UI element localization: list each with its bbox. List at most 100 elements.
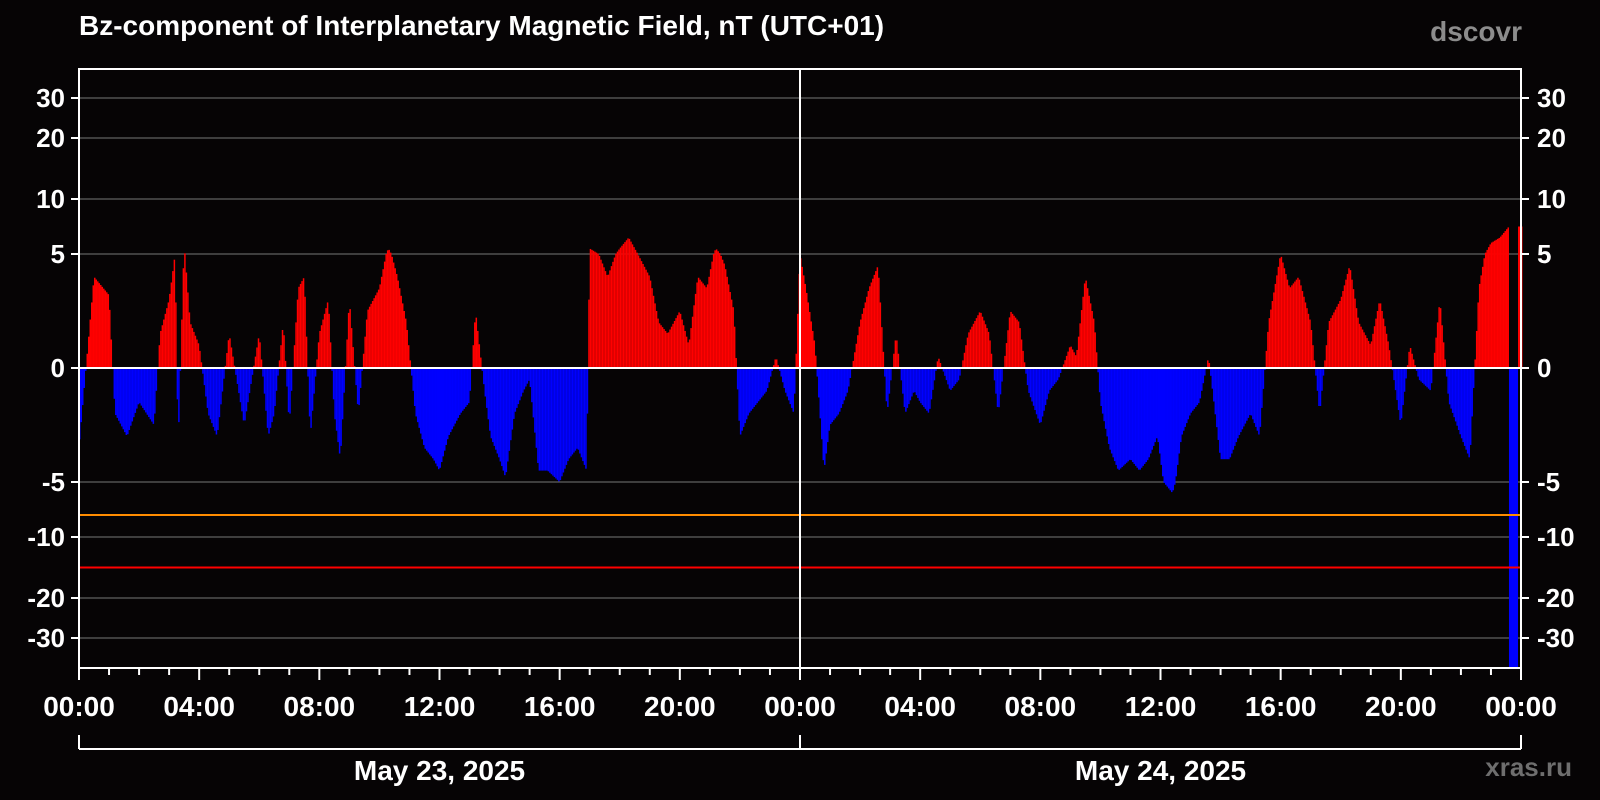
- bz-bar-negative: [1226, 368, 1229, 460]
- bz-bar-negative: [343, 368, 345, 393]
- bz-bar-positive: [1295, 279, 1298, 368]
- bz-bar-negative: [1508, 368, 1511, 668]
- bz-bar-positive: [1080, 310, 1083, 368]
- bz-bar-positive: [1309, 319, 1311, 368]
- bz-bar-positive: [1364, 335, 1367, 368]
- bz-bar-negative: [843, 368, 846, 401]
- bz-bar-negative: [1112, 368, 1114, 458]
- bz-bar-negative: [821, 368, 823, 440]
- bz-bar-negative: [793, 368, 796, 394]
- bz-bar-positive: [606, 274, 608, 368]
- bz-bar-negative: [483, 368, 485, 385]
- bz-bar-positive: [1351, 279, 1353, 368]
- bz-bar-negative: [358, 368, 360, 406]
- bz-bar-positive: [1277, 266, 1280, 368]
- bz-bar-negative: [1032, 368, 1035, 406]
- bz-bar-positive: [621, 245, 623, 368]
- bz-bar-negative: [1140, 368, 1143, 468]
- bz-bar-negative: [1052, 368, 1054, 387]
- bz-bar-positive: [1412, 359, 1415, 368]
- bz-bar-negative: [1516, 368, 1518, 668]
- x-tick-label: 04:00: [884, 691, 956, 722]
- bz-bar-positive: [1436, 322, 1439, 368]
- bz-bar-positive: [386, 250, 389, 368]
- bz-bar-negative: [251, 368, 254, 375]
- bz-bar-negative: [1107, 368, 1110, 444]
- bz-bar-negative: [950, 368, 952, 390]
- x-tick-label: 12:00: [404, 691, 476, 722]
- bz-bar-positive: [253, 365, 255, 368]
- bz-bar-negative: [945, 368, 948, 381]
- bz-bar-positive: [733, 326, 736, 368]
- bz-bar-negative: [505, 368, 508, 473]
- bz-bar-positive: [869, 286, 871, 368]
- bz-bar-positive: [1493, 240, 1496, 368]
- bz-bar-positive: [1489, 244, 1491, 368]
- bz-bar-positive: [1085, 280, 1087, 368]
- bz-bar-negative: [1113, 368, 1116, 462]
- bz-bar-positive: [480, 357, 482, 368]
- bz-bar-negative: [119, 368, 122, 424]
- bz-bar-negative: [1397, 368, 1400, 411]
- axes: 30 30 20 20 10 10 5 5 0 0 -5 -5 -10 -10 -20 -20 -30 -30 00…: [27, 68, 1575, 786]
- x-tick-label: 08:00: [284, 691, 356, 722]
- bz-bar-negative: [211, 368, 213, 424]
- bz-bar-negative: [1196, 368, 1199, 406]
- bz-bar-positive: [187, 292, 189, 368]
- bz-bar-positive: [1082, 296, 1084, 368]
- bz-bar-positive: [966, 337, 969, 368]
- bz-bar-positive: [709, 269, 712, 368]
- bz-bar-positive: [169, 293, 171, 368]
- bz-bar-positive: [109, 309, 111, 368]
- bz-bar-positive: [1016, 319, 1018, 368]
- bz-bar-positive: [597, 253, 599, 368]
- bz-bar-positive: [730, 299, 733, 368]
- bz-bar-negative: [85, 368, 87, 371]
- chart-title: Bz-component of Interplanetary Magnetic …: [79, 10, 885, 41]
- bz-bar-positive: [667, 332, 670, 368]
- bz-bar-negative: [1228, 368, 1230, 460]
- bz-bar-positive: [978, 312, 981, 368]
- bz-bar-negative: [837, 368, 840, 415]
- bz-bar-negative: [951, 368, 954, 388]
- bz-bar-positive: [727, 284, 730, 368]
- bz-bar-positive: [774, 359, 776, 368]
- bz-bar-positive: [1267, 331, 1269, 368]
- bz-bar-positive: [1324, 360, 1326, 368]
- y-tick-label-left: 20: [36, 123, 65, 153]
- bz-bar-positive: [1304, 302, 1307, 368]
- bz-bar-positive: [872, 278, 874, 368]
- bz-bar-positive: [232, 356, 234, 368]
- bz-bar-positive: [110, 339, 113, 368]
- bz-bar-negative: [208, 368, 210, 416]
- bz-bar-positive: [1490, 242, 1493, 368]
- bz-bar-negative: [262, 368, 264, 377]
- bz-bar-negative: [118, 368, 120, 421]
- bz-bar-negative: [768, 368, 770, 383]
- bz-bar-negative: [242, 368, 245, 421]
- bz-bar-positive: [1367, 340, 1370, 368]
- bz-bar-negative: [1143, 368, 1146, 464]
- bz-bar-negative: [1130, 368, 1132, 461]
- bz-bar-negative: [1220, 368, 1223, 460]
- x-tick-label: 00:00: [1485, 691, 1557, 722]
- bz-bar-positive: [164, 313, 167, 368]
- bz-bar-negative: [778, 368, 781, 371]
- bz-bar-negative: [238, 368, 240, 394]
- bz-bar-positive: [723, 263, 725, 368]
- bz-bar-positive: [1083, 283, 1086, 368]
- bz-bar-negative: [154, 368, 156, 414]
- bz-bar-negative: [223, 368, 225, 379]
- bz-bar-negative: [220, 368, 222, 405]
- bz-bar-positive: [227, 340, 230, 368]
- bz-bar-positive: [685, 336, 688, 368]
- x-tick-label: 04:00: [163, 691, 235, 722]
- bz-bar-negative: [1043, 368, 1045, 411]
- bz-bar-positive: [185, 272, 188, 368]
- bz-bar-negative: [1201, 368, 1203, 391]
- bz-bar-positive: [1361, 329, 1364, 368]
- bz-bar-negative: [1165, 368, 1167, 485]
- bz-bar-positive: [867, 291, 870, 368]
- bz-bar-negative: [1466, 368, 1469, 454]
- bz-bar-negative: [1110, 368, 1113, 454]
